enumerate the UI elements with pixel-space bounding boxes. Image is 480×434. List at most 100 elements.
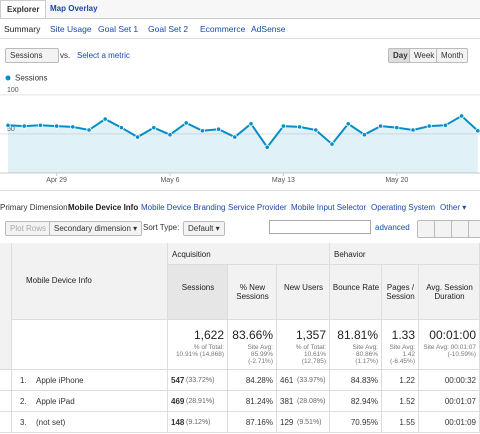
point xyxy=(410,127,416,133)
total-value: 00:01:00 xyxy=(429,328,476,342)
dimension-option[interactable]: Operating System xyxy=(371,203,436,212)
x-tick-label: May 13 xyxy=(272,177,295,184)
total-cell: 83.66% Site Avg: 85.99% (-2.71%) xyxy=(228,320,277,370)
tab[interactable]: Map Overlay xyxy=(50,4,98,13)
cell-value: 469 xyxy=(171,397,185,406)
column-label: Sessions xyxy=(181,283,215,292)
dimension-option[interactable]: Mobile Input Selector xyxy=(291,203,367,212)
divider xyxy=(0,190,480,191)
point xyxy=(183,120,189,126)
legend-marker xyxy=(5,75,11,81)
y-tick-label: 100 xyxy=(7,87,19,94)
point xyxy=(37,122,44,128)
row-cell: 148 (9.12%) xyxy=(168,412,228,433)
total-cell: 1,622 % of Total: 10.91% (14,868) xyxy=(168,320,228,370)
column-header: Sessions xyxy=(168,265,228,320)
point xyxy=(199,128,205,134)
row-cell: 00:00:32 xyxy=(419,370,480,391)
point xyxy=(102,116,108,122)
point xyxy=(86,127,92,133)
row-cell: 87.16% xyxy=(228,412,277,433)
row-cell: 70.95% xyxy=(330,412,382,433)
cell-share: (33.72%) xyxy=(186,376,215,384)
point xyxy=(296,124,303,130)
group-header: Behavior xyxy=(330,243,480,265)
point xyxy=(216,126,222,132)
row-cell: 82.94% xyxy=(330,391,382,412)
point xyxy=(70,124,76,130)
total-cell: 00:01:00 Site Avg: 00:01:07 (-10.59%) xyxy=(419,320,480,370)
subtab[interactable]: Goal Set 2 xyxy=(148,24,189,34)
row-cell: 129 (9.51%) xyxy=(277,412,330,433)
total-value: 83.66% xyxy=(232,328,273,342)
dimension-header: Mobile Device Info xyxy=(26,276,92,285)
row-index: 3. xyxy=(20,418,27,427)
total-cell: 1,357 % of Total: 10.61% (12,785) xyxy=(277,320,330,370)
subtab[interactable]: Ecommerce xyxy=(200,24,246,34)
row-cell: 1.22 xyxy=(382,370,419,391)
dimension-option[interactable]: Service Provider xyxy=(228,203,287,212)
dimension-option[interactable]: Mobile Device Info xyxy=(68,203,139,212)
tab[interactable]: Explorer xyxy=(0,0,47,18)
row-cell: 381 (28.08%) xyxy=(277,391,330,412)
dimension-option[interactable]: Other ▾ xyxy=(440,203,467,212)
point xyxy=(5,122,11,128)
row-cell: 3. (not set) xyxy=(12,412,168,433)
metric-link[interactable]: Select a metric xyxy=(77,51,130,60)
sort-label: Sort Type: xyxy=(143,223,180,232)
column-header: New Users xyxy=(277,265,330,320)
point xyxy=(329,141,335,147)
total-value: 1.33 xyxy=(391,328,415,342)
row-cell: 461 (33.97%) xyxy=(277,370,330,391)
row-index: 1. xyxy=(20,376,27,385)
column-label: New Users xyxy=(283,283,324,292)
total-note: Site Avg: 80.86% (1.17%) xyxy=(352,344,378,365)
point xyxy=(442,122,448,128)
period-button[interactable]: Week xyxy=(409,48,440,63)
subtab[interactable]: Summary xyxy=(4,24,41,34)
point xyxy=(361,132,367,138)
period-button[interactable]: Month xyxy=(436,48,469,63)
cell-share: (28.08%) xyxy=(297,397,326,405)
row-cell: 84.28% xyxy=(228,370,277,391)
search-box[interactable] xyxy=(269,220,371,234)
cell-value: 547 xyxy=(171,376,185,385)
total-value: 1,357 xyxy=(295,328,326,342)
subtab[interactable]: AdSense xyxy=(251,24,286,34)
total-note: % of Total: 10.91% (14,868) xyxy=(175,344,224,358)
secondary-dimension[interactable]: Secondary dimension ▾ xyxy=(49,221,143,236)
metric-select[interactable]: Sessions xyxy=(5,48,59,63)
view-icon[interactable] xyxy=(468,220,480,238)
subtab[interactable]: Site Usage xyxy=(50,24,92,34)
total-note: Site Avg: 1.42 (-6.45%) xyxy=(389,344,415,365)
cell-value: 84.28% xyxy=(245,376,273,385)
column-header: Bounce Rate xyxy=(330,265,382,320)
row-index: 2. xyxy=(20,397,27,406)
line xyxy=(7,114,479,149)
divider xyxy=(0,38,480,39)
advanced-link[interactable]: advanced xyxy=(375,223,410,232)
cell-value: 1.55 xyxy=(399,418,415,427)
cell-value: 00:01:07 xyxy=(444,397,476,406)
point xyxy=(280,123,286,129)
row-cell: 00:01:09 xyxy=(419,412,480,433)
dimension-option[interactable]: Mobile Device Branding xyxy=(141,203,226,212)
column-label: Bounce Rate xyxy=(332,283,380,292)
row-cell: 547 (33.72%) xyxy=(168,370,228,391)
group-label: Acquisition xyxy=(172,250,211,259)
cell-value: 87.16% xyxy=(245,418,273,427)
plot-rows[interactable]: Plot Rows xyxy=(5,221,52,236)
vs-label: vs. xyxy=(60,51,71,60)
total-note: Site Avg: 00:01:07 (-10.59%) xyxy=(423,344,476,358)
cell-share: (33.97%) xyxy=(297,376,326,384)
row-cell: 1. Apple iPhone xyxy=(12,370,168,391)
group-header: Acquisition xyxy=(168,243,330,265)
area xyxy=(8,115,478,173)
cell-value: 00:00:32 xyxy=(444,376,476,385)
sort-select[interactable]: Default ▾ xyxy=(183,221,225,236)
cell-value: 84.83% xyxy=(350,376,378,385)
header-cell: Mobile Device Info xyxy=(12,243,168,320)
subtab[interactable]: Goal Set 1 xyxy=(98,24,139,34)
header-cell xyxy=(0,243,12,370)
